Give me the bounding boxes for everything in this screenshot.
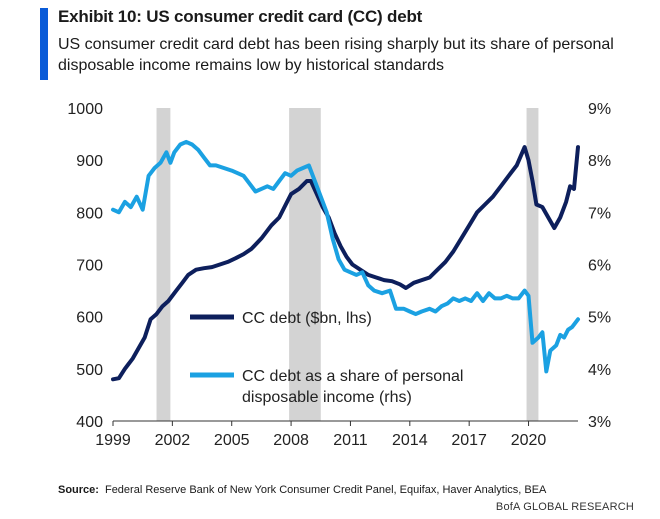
y-left-tick-600: 600: [76, 310, 103, 327]
series-lines: [111, 139, 580, 382]
x-tick-2020: 2020: [511, 432, 547, 449]
series-line-cc-share: [111, 139, 580, 374]
y-left-tick-800: 800: [76, 205, 103, 222]
y-right-tick-3: 6%: [588, 258, 611, 275]
y-right-tick-6: 3%: [588, 414, 611, 431]
y-left-tick-900: 900: [76, 153, 103, 170]
y-left-tick-1000: 1000: [67, 101, 103, 118]
x-tick-2008: 2008: [273, 432, 309, 449]
y-right-tick-2: 7%: [588, 205, 611, 222]
recession-band-0: [156, 108, 171, 421]
x-tick-2017: 2017: [451, 432, 487, 449]
x-tick-2005: 2005: [214, 432, 250, 449]
x-tick-2011: 2011: [333, 432, 368, 449]
source-note: Source: Federal Reserve Bank of New York …: [58, 484, 546, 496]
credit-line: BofA GLOBAL RESEARCH: [495, 501, 634, 513]
legend-label-cc-share-line2: disposable income (rhs): [242, 389, 412, 406]
y-left-tick-700: 700: [76, 258, 103, 275]
accent-bar: [40, 8, 48, 80]
axes: 1000 900 800 700 600 500 400 9% 8% 7% 6% 5% 4% 3% 1999…: [67, 101, 611, 449]
y-right-tick-1: 8%: [588, 153, 611, 170]
recession-band-1: [289, 108, 321, 421]
y-right-tick-4: 5%: [588, 310, 611, 327]
chart-subtitle: US consumer credit card debt has been ri…: [58, 36, 614, 74]
x-tick-1999: 1999: [95, 432, 131, 449]
legend-label-cc-debt: CC debt ($bn, lhs): [242, 310, 372, 327]
source-label: Source:: [58, 484, 99, 496]
recession-bands: [156, 108, 539, 421]
x-tick-2014: 2014: [392, 432, 428, 449]
legend-label-cc-share: CC debt as a share of personal disposabl…: [242, 368, 468, 406]
y-left-tick-500: 500: [76, 362, 103, 379]
legend-label-cc-share-line1: CC debt as a share of personal: [242, 368, 463, 385]
legend: CC debt ($bn, lhs) CC debt as a share of…: [190, 310, 468, 406]
x-tick-2002: 2002: [155, 432, 191, 449]
series-line-cc-debt: [111, 145, 580, 382]
y-right-tick-0: 9%: [588, 101, 611, 118]
y-left-tick-400: 400: [76, 414, 103, 431]
chart-title: Exhibit 10: US consumer credit card (CC)…: [58, 7, 423, 26]
source-text: Federal Reserve Bank of New York Consume…: [104, 484, 547, 496]
recession-band-2: [526, 108, 539, 421]
y-right-tick-5: 4%: [588, 362, 611, 379]
